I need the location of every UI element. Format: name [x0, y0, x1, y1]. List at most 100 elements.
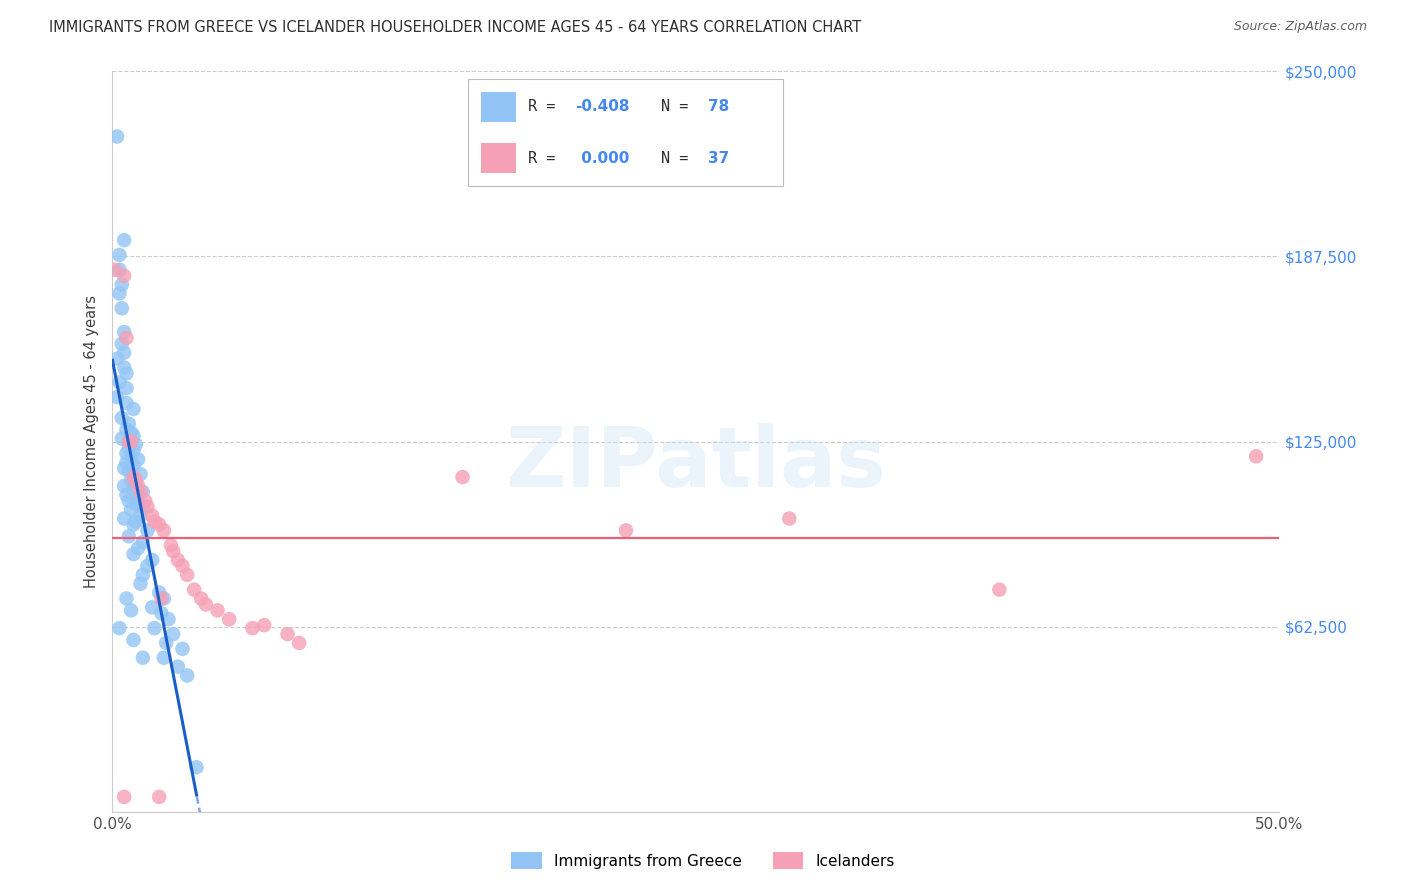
- Point: [155, 636, 177, 650]
- Point: [242, 621, 264, 635]
- Point: [141, 508, 163, 523]
- Point: [157, 612, 180, 626]
- Point: [162, 544, 184, 558]
- Point: [108, 621, 131, 635]
- Point: [253, 618, 276, 632]
- Point: [120, 434, 142, 449]
- Point: [183, 582, 205, 597]
- Point: [141, 553, 163, 567]
- Point: [288, 636, 311, 650]
- Point: [112, 325, 135, 339]
- Point: [112, 268, 135, 283]
- Point: [136, 524, 159, 538]
- Point: [148, 789, 170, 804]
- Point: [115, 488, 138, 502]
- Point: [1244, 450, 1267, 464]
- Y-axis label: Householder Income Ages 45 - 64 years: Householder Income Ages 45 - 64 years: [84, 295, 100, 588]
- Point: [778, 511, 800, 525]
- Point: [129, 467, 152, 482]
- Point: [122, 401, 145, 416]
- Point: [186, 760, 208, 774]
- Point: [176, 567, 198, 582]
- Point: [104, 262, 127, 277]
- Point: [112, 345, 135, 359]
- Point: [134, 493, 156, 508]
- Point: [120, 425, 142, 440]
- Point: [125, 475, 148, 490]
- Point: [132, 484, 155, 499]
- Point: [162, 627, 184, 641]
- Point: [112, 360, 135, 375]
- Point: [112, 479, 135, 493]
- Point: [176, 668, 198, 682]
- Text: IMMIGRANTS FROM GREECE VS ICELANDER HOUSEHOLDER INCOME AGES 45 - 64 YEARS CORREL: IMMIGRANTS FROM GREECE VS ICELANDER HOUS…: [49, 20, 862, 35]
- Point: [132, 535, 155, 549]
- Point: [122, 547, 145, 561]
- Point: [451, 470, 474, 484]
- Point: [132, 500, 155, 514]
- Point: [143, 515, 166, 529]
- Point: [190, 591, 212, 606]
- Point: [150, 591, 173, 606]
- Point: [118, 464, 141, 478]
- Point: [132, 567, 155, 582]
- Point: [276, 627, 298, 641]
- Point: [127, 452, 149, 467]
- Text: Source: ZipAtlas.com: Source: ZipAtlas.com: [1233, 20, 1367, 33]
- Point: [120, 450, 142, 464]
- Point: [132, 650, 155, 665]
- Point: [115, 367, 138, 381]
- Point: [614, 524, 637, 538]
- Point: [125, 437, 148, 451]
- Point: [115, 381, 138, 395]
- Point: [172, 641, 194, 656]
- Point: [125, 515, 148, 529]
- Point: [160, 538, 183, 552]
- Point: [105, 129, 128, 144]
- Point: [112, 461, 135, 475]
- Point: [112, 789, 135, 804]
- Point: [127, 479, 149, 493]
- Point: [108, 286, 131, 301]
- Point: [129, 576, 152, 591]
- Point: [125, 497, 148, 511]
- Point: [122, 428, 145, 442]
- Point: [136, 500, 159, 514]
- Point: [143, 621, 166, 635]
- Point: [207, 603, 229, 617]
- Point: [136, 558, 159, 573]
- Point: [122, 632, 145, 647]
- Point: [111, 410, 134, 425]
- Point: [105, 390, 128, 404]
- Point: [112, 511, 135, 525]
- Point: [118, 493, 141, 508]
- Point: [118, 529, 141, 543]
- Legend: Immigrants from Greece, Icelanders: Immigrants from Greece, Icelanders: [505, 846, 901, 875]
- Point: [115, 423, 138, 437]
- Point: [115, 455, 138, 469]
- Point: [120, 603, 142, 617]
- Point: [120, 502, 142, 516]
- Point: [122, 517, 145, 532]
- Point: [118, 417, 141, 431]
- Point: [115, 396, 138, 410]
- Point: [125, 473, 148, 487]
- Point: [166, 659, 188, 673]
- Point: [105, 351, 128, 366]
- Point: [115, 446, 138, 460]
- Point: [118, 441, 141, 455]
- Point: [108, 376, 131, 390]
- Point: [153, 524, 176, 538]
- Point: [129, 508, 152, 523]
- Point: [108, 262, 131, 277]
- Point: [108, 248, 131, 262]
- Text: ZIPatlas: ZIPatlas: [506, 423, 886, 504]
- Point: [111, 277, 134, 292]
- Point: [120, 473, 142, 487]
- Point: [118, 434, 141, 449]
- Point: [111, 432, 134, 446]
- Point: [148, 585, 170, 599]
- Point: [127, 541, 149, 556]
- Point: [122, 443, 145, 458]
- Point: [194, 598, 217, 612]
